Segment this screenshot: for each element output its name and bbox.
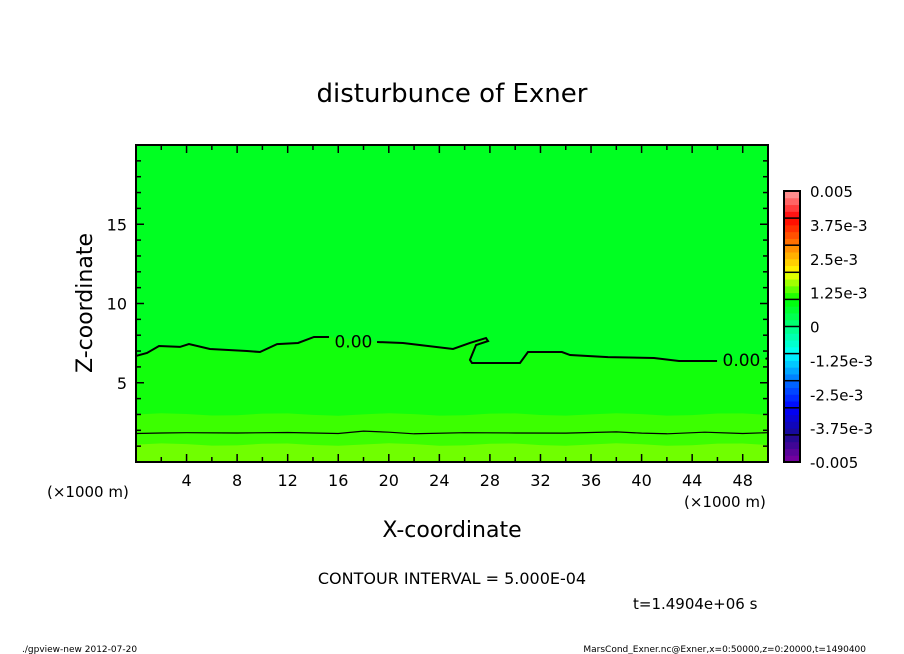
- colorbar-cell: [784, 340, 800, 348]
- footer-left: ./gpview-new 2012-07-20: [22, 645, 137, 654]
- colorbar-cell: [784, 394, 800, 402]
- colorbar-cell: [784, 421, 800, 429]
- time-text: t=1.4904e+06 s: [633, 595, 758, 613]
- colorbar-cell: [784, 224, 800, 233]
- colorbar-cell: [784, 306, 800, 314]
- x-tick-label: 44: [682, 471, 702, 490]
- colorbar-cell: [784, 353, 800, 361]
- x-tick-label: 36: [581, 471, 601, 490]
- colorbar-cell: [784, 211, 800, 219]
- y-tick-labels: 5 10 15: [107, 215, 127, 393]
- x-unit-label-left: (×1000 m): [47, 483, 129, 501]
- x-tick-label: 8: [232, 471, 242, 490]
- colorbar-cell: [784, 265, 800, 273]
- x-tick-label: 20: [379, 471, 399, 490]
- colorbar-cell: [784, 272, 800, 280]
- colorbar-label: 1.25e-3: [810, 285, 868, 303]
- x-tick-label: 24: [429, 471, 449, 490]
- fill-band: [136, 443, 768, 462]
- colorbar-label: -0.005: [810, 454, 858, 472]
- colorbar-cell: [784, 299, 800, 307]
- colorbar-cell: [784, 285, 800, 294]
- colorbar-cell: [784, 258, 800, 267]
- colorbar-cell: [784, 434, 800, 443]
- contour-label: 0.00: [334, 333, 372, 353]
- colorbar: [783, 190, 801, 463]
- colorbar-cell: [784, 326, 800, 334]
- colorbar-labels: 0.005 3.75e-3 2.5e-3 1.25e-3 0 -1.25e-3 -2.5e-…: [810, 183, 873, 472]
- colorbar-label: 2.5e-3: [810, 251, 858, 269]
- colorbar-frame: [783, 190, 801, 463]
- x-tick-labels: 4 8 12 16 20 24 28 32 36 40 44 48: [181, 471, 752, 490]
- colorbar-cell: [784, 197, 800, 206]
- colorbar-cell: [784, 448, 800, 456]
- chart-title: disturbunce of Exner: [317, 79, 588, 109]
- colorbar-cell: [784, 455, 800, 463]
- colorbar-cell: [784, 367, 800, 375]
- contour-label: 0.00: [723, 351, 761, 371]
- contour-line: [135, 430, 769, 435]
- colorbar-cell: [784, 428, 800, 436]
- colorbar-cell: [784, 251, 800, 260]
- colorbar-label: 3.75e-3: [810, 217, 868, 235]
- x-tick-label: 48: [733, 471, 753, 490]
- contour-interval-text: CONTOUR INTERVAL = 5.000E-04: [318, 569, 586, 588]
- colorbar-cell: [784, 204, 800, 212]
- colorbar-cell: [784, 231, 800, 239]
- colorbar-cell: [784, 279, 800, 287]
- colorbar-cell: [784, 191, 800, 199]
- x-tick-label: 12: [278, 471, 298, 490]
- y-tick-label: 5: [117, 374, 127, 393]
- colorbar-label: -2.5e-3: [810, 386, 863, 404]
- colorbar-cell: [784, 238, 800, 246]
- colorbar-label: 0.005: [810, 183, 853, 201]
- colorbar-label: -3.75e-3: [810, 420, 873, 438]
- contour-line: [377, 336, 718, 364]
- colorbar-cell: [784, 401, 800, 409]
- colorbar-cell: [784, 346, 800, 355]
- colorbar-cell: [784, 373, 800, 382]
- colorbar-cell: [784, 319, 800, 327]
- colorbar-cell: [784, 441, 800, 449]
- colorbar-cell: [784, 312, 800, 321]
- colorbar-cell: [784, 218, 800, 226]
- x-tick-label: 16: [328, 471, 348, 490]
- x-tick-label: 4: [181, 471, 191, 490]
- y-tick-label: 15: [107, 215, 127, 234]
- colorbar-cell: [784, 360, 800, 368]
- colorbar-cell: [784, 333, 800, 341]
- colorbar-cell: [784, 407, 800, 416]
- x-tick-label: 32: [530, 471, 550, 490]
- contour-lines: 0.00 0.00: [135, 333, 769, 435]
- colorbar-cell: [784, 380, 800, 388]
- y-tick-label: 10: [107, 295, 127, 314]
- colorbar-cell: [784, 292, 800, 300]
- x-axis-label: X-coordinate: [382, 518, 521, 543]
- axis-ticks: [135, 144, 769, 463]
- footer-right: MarsCond_Exner.nc@Exner,x=0:50000,z=0:20…: [583, 645, 866, 654]
- colorbar-cell: [784, 414, 800, 422]
- colorbar-label: 0: [810, 319, 820, 337]
- x-tick-label: 28: [480, 471, 500, 490]
- fill-bands: [136, 145, 768, 462]
- colorbar-cell: [784, 387, 800, 395]
- colorbar-label: -1.25e-3: [810, 352, 873, 370]
- x-unit-label-right: (×1000 m): [684, 493, 766, 511]
- y-axis-label: Z-coordinate: [73, 233, 98, 373]
- x-tick-label: 40: [631, 471, 651, 490]
- contour-line: [135, 335, 330, 357]
- colorbar-cell: [784, 245, 800, 253]
